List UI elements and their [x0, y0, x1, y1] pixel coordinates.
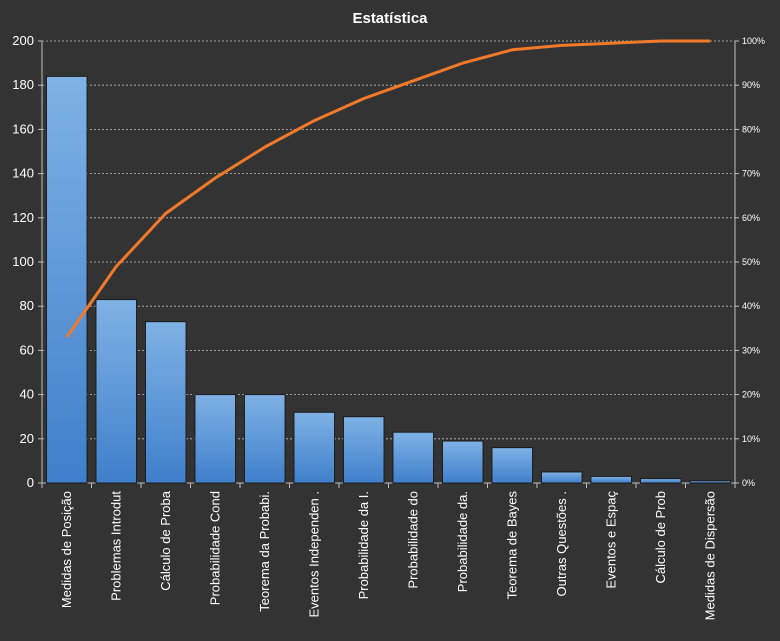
- x-tick-label: Probabilidade da.: [455, 491, 470, 592]
- x-tick-label: Medidas de Dispersão: [702, 491, 717, 620]
- bar: [689, 480, 732, 484]
- bar: [639, 478, 682, 484]
- y2-tick-label: 20%: [742, 390, 760, 400]
- y2-tick-label: 100%: [742, 36, 765, 46]
- y2-tick-label: 90%: [742, 80, 760, 90]
- cumulative-line-series: [65, 39, 711, 338]
- y-tick-label: 160: [12, 121, 34, 136]
- x-tick-label: Outras Questões .: [554, 491, 569, 597]
- y-tick-label: 20: [20, 431, 34, 446]
- cumulative-line: [65, 39, 711, 338]
- secondary-y-axis-ticks: 0% 10% 20% 30% 40% 50% 60% 70% 80% 90% 100%: [742, 36, 765, 488]
- x-axis-ticks: Medidas de Posição Problemas Introdut Cálc…: [59, 490, 718, 620]
- y-tick-label: 80: [20, 298, 34, 313]
- bar: [590, 475, 633, 484]
- y-axis-ticks: 0 20 40 60 80 100 120 140 160 180 200: [12, 33, 34, 490]
- y-tick-label: 140: [12, 166, 34, 181]
- bar: [491, 447, 534, 484]
- x-tick-label: Cálculo de Proba: [158, 490, 173, 590]
- y-tick-label: 100: [12, 254, 34, 269]
- gridlines: [42, 40, 735, 440]
- x-tick-label: Teorema de Bayes: [504, 491, 519, 600]
- y-tick-label: 0: [27, 475, 34, 490]
- y-tick-label: 120: [12, 210, 34, 225]
- x-tick-label: Teorema da Probabi.: [257, 491, 272, 612]
- x-tick-label: Probabilidade Cond: [207, 491, 222, 605]
- y2-tick-label: 40%: [742, 301, 760, 311]
- y-tick-label: 200: [12, 33, 34, 48]
- y-tick-label: 180: [12, 77, 34, 92]
- bar-series: [45, 75, 732, 484]
- x-tick-label: Eventos e Espaç: [603, 491, 618, 589]
- bar: [392, 431, 435, 484]
- bar: [342, 416, 385, 484]
- x-tick-label: Problemas Introdut: [108, 491, 123, 601]
- y2-tick-label: 0%: [742, 478, 755, 488]
- y2-tick-label: 30%: [742, 345, 760, 355]
- y2-tick-label: 10%: [742, 434, 760, 444]
- y2-tick-label: 50%: [742, 257, 760, 267]
- bar: [243, 394, 286, 484]
- bar: [441, 440, 484, 484]
- bar: [144, 321, 187, 484]
- y-tick-label: 40: [20, 387, 34, 402]
- bar: [293, 411, 336, 484]
- y2-tick-label: 80%: [742, 124, 760, 134]
- bar: [45, 75, 88, 484]
- x-tick-label: Cálculo de Prob: [653, 491, 668, 584]
- x-tick-label: Medidas de Posição: [59, 491, 74, 608]
- bar: [540, 471, 583, 484]
- axes: [38, 40, 739, 488]
- bar: [194, 394, 237, 484]
- y2-tick-label: 70%: [742, 169, 760, 179]
- bar: [95, 299, 138, 484]
- y2-tick-label: 60%: [742, 213, 760, 223]
- y-tick-label: 60: [20, 342, 34, 357]
- x-tick-label: Eventos Independen .: [306, 491, 321, 618]
- x-tick-label: Probabilidade da I.: [356, 491, 371, 599]
- x-tick-label: Probabilidade do: [405, 491, 420, 589]
- chart-title: Estatística: [352, 10, 428, 27]
